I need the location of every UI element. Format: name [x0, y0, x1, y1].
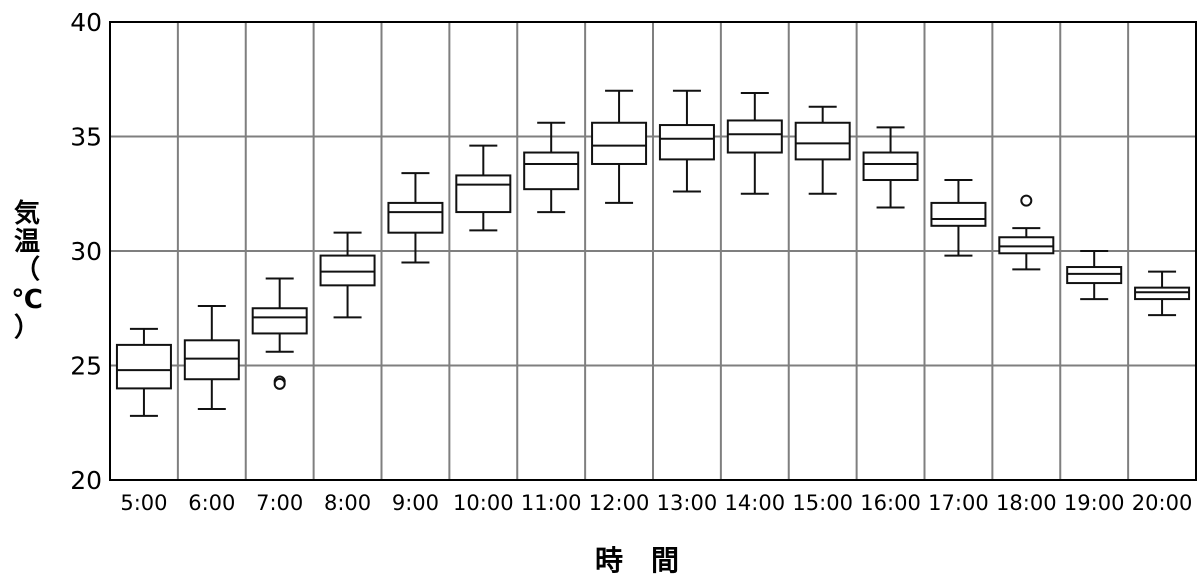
x-tick-label: 8:00 [324, 491, 371, 515]
x-tick-label: 5:00 [120, 491, 167, 515]
x-tick-label: 10:00 [453, 491, 514, 515]
y-axis-title-char: （ [14, 255, 40, 285]
y-tick-label-20: 20 [70, 466, 102, 495]
box-8:00 [319, 231, 376, 319]
y-tick-labels: 20 25 30 35 40 [70, 8, 102, 495]
x-tick-label: 11:00 [521, 491, 582, 515]
x-tick-label: 20:00 [1132, 491, 1193, 515]
box-19:00 [1066, 250, 1123, 301]
y-axis-title: 気温（℃） [11, 198, 42, 343]
box-16:00 [862, 126, 919, 209]
grid-lines [110, 22, 1196, 480]
boxes-layer [115, 89, 1191, 417]
x-tick-label: 12:00 [589, 491, 650, 515]
box-iqr [319, 254, 376, 287]
outlier-point [1020, 194, 1033, 207]
x-tick-labels: 5:00 6:00 7:00 8:00 9:00 10:00 11:00 12:00 13:00… [120, 491, 1192, 515]
box-iqr [862, 151, 919, 182]
x-tick-label: 15:00 [792, 491, 853, 515]
box-13:00 [658, 89, 715, 193]
box-iqr [455, 174, 512, 214]
y-axis-title-char: ） [14, 313, 40, 343]
y-tick-label-25: 25 [70, 352, 102, 381]
box-11:00 [523, 121, 580, 214]
box-5:00 [115, 327, 172, 417]
y-axis-title-char: 温 [14, 227, 40, 257]
x-tick-label: 14:00 [725, 491, 786, 515]
box-iqr [930, 201, 987, 227]
outlier-point [273, 377, 286, 390]
box-iqr [1134, 286, 1191, 301]
x-tick-label: 18:00 [996, 491, 1057, 515]
box-iqr [998, 236, 1055, 255]
y-axis-title-char: 気 [14, 198, 40, 229]
x-tick-label: 7:00 [256, 491, 303, 515]
box-iqr [183, 339, 240, 381]
y-tick-label-30: 30 [70, 237, 102, 266]
box-15:00 [794, 105, 851, 195]
box-iqr [726, 119, 783, 154]
box-10:00 [455, 144, 512, 232]
box-18:00 [998, 194, 1055, 271]
box-iqr [115, 343, 172, 390]
box-12:00 [591, 89, 648, 204]
x-axis-title: 時 間 [595, 544, 679, 577]
box-iqr [1066, 266, 1123, 285]
x-tick-label: 6:00 [188, 491, 235, 515]
x-tick-label: 19:00 [1064, 491, 1125, 515]
y-axis-title-char: ℃ [11, 285, 42, 315]
box-14:00 [726, 91, 783, 195]
box-iqr [251, 307, 308, 335]
box-iqr [658, 124, 715, 161]
box-20:00 [1134, 270, 1191, 317]
box-7:00 [251, 277, 308, 390]
y-tick-label-35: 35 [70, 123, 102, 152]
y-tick-label-40: 40 [70, 8, 102, 37]
box-iqr [591, 121, 648, 165]
box-iqr [794, 121, 851, 161]
box-iqr [523, 151, 580, 191]
x-tick-label: 13:00 [657, 491, 718, 515]
box-6:00 [183, 304, 240, 411]
box-iqr [387, 201, 444, 234]
plot-frame [109, 21, 1197, 481]
box-9:00 [387, 172, 444, 264]
box-17:00 [930, 179, 987, 257]
x-tick-label: 17:00 [928, 491, 989, 515]
x-tick-label: 16:00 [860, 491, 921, 515]
x-tick-label: 9:00 [392, 491, 439, 515]
